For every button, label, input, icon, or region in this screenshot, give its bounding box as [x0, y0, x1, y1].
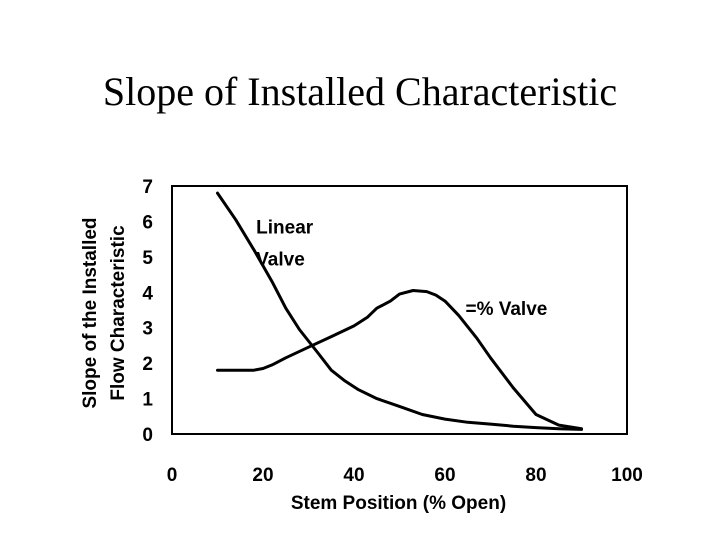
y-tick-label: 4 — [142, 283, 153, 304]
y-axis-title-line: Flow Characteristic — [108, 225, 129, 401]
series-line-0 — [216, 191, 583, 431]
y-tick-label: 6 — [142, 212, 153, 233]
x-tick-label: 20 — [252, 465, 273, 486]
y-tick-label: 7 — [142, 177, 153, 198]
y-tick-label: 1 — [142, 390, 153, 411]
series-lines — [216, 191, 583, 431]
x-axis-title: Stem Position (% Open) — [291, 493, 506, 514]
y-axis-title-line: Slope of the Installed — [80, 217, 101, 408]
x-tick-label: 0 — [167, 465, 178, 486]
series-label-0-line-1: Valve — [256, 250, 305, 271]
plot-area — [171, 185, 628, 435]
slide-title: Slope of Installed Characteristic — [102, 69, 618, 114]
series-label-1-line-0: =% Valve — [465, 299, 547, 320]
y-tick-label: 3 — [142, 319, 153, 340]
series-line-1 — [216, 289, 583, 431]
x-tick-label: 80 — [525, 465, 546, 486]
series-annotations: Linear Valve =% Valve — [256, 218, 547, 320]
y-axis-title: Slope of the Installed Flow Characteristi… — [80, 217, 129, 408]
y-tick-label: 0 — [142, 425, 153, 446]
x-tick-label: 40 — [343, 465, 364, 486]
y-tick-label: 2 — [142, 354, 153, 375]
x-tick-label: 60 — [434, 465, 455, 486]
y-tick-label: 5 — [142, 248, 153, 269]
series-label-0-line-0: Linear — [256, 218, 314, 239]
x-tick-labels: 0 20 40 60 80 100 — [167, 465, 643, 486]
x-tick-label: 100 — [611, 465, 643, 486]
y-tick-labels: 0 1 2 3 4 5 6 7 — [142, 177, 153, 446]
